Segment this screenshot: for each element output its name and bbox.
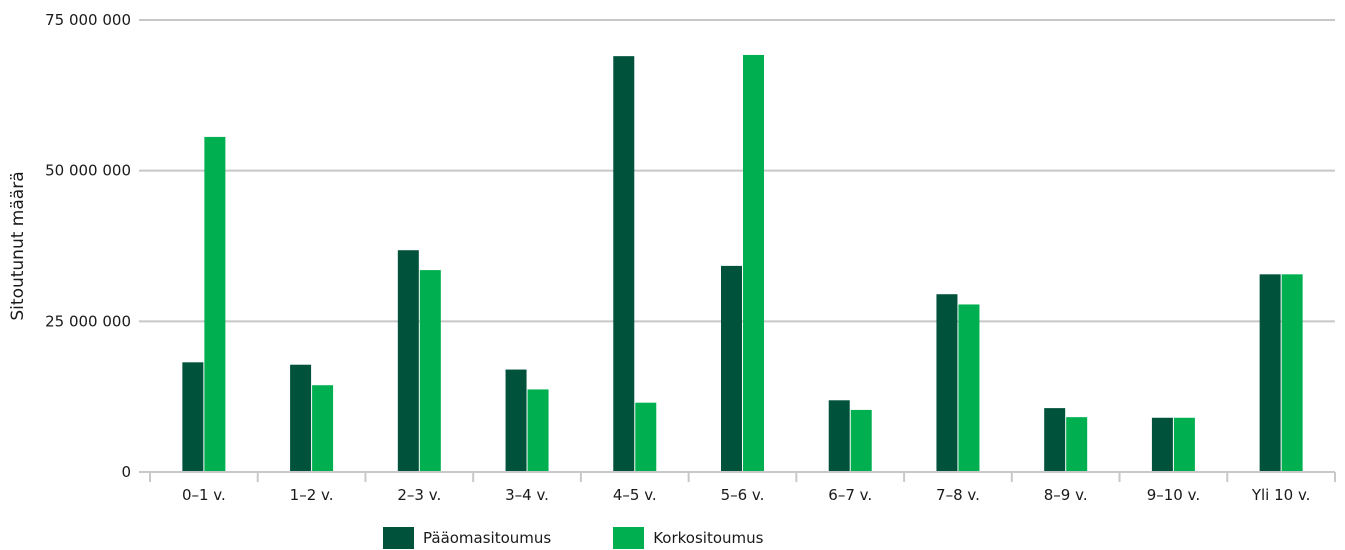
bar-series-1-11	[1259, 274, 1281, 472]
y-tick-label: 0	[121, 463, 131, 481]
bar-series-2-9	[1066, 417, 1088, 472]
x-tick-label: 9–10 v.	[1147, 486, 1200, 504]
bar-series-1-9	[1044, 408, 1066, 472]
bar-series-2-11	[1281, 274, 1303, 472]
bar-series-2-8	[958, 304, 980, 472]
legend-item-series-1: Pääomasitoumus	[383, 527, 551, 549]
x-tick-label: 8–9 v.	[1044, 486, 1088, 504]
bars	[182, 54, 1303, 473]
bar-series-2-6	[743, 54, 764, 473]
bar-series-1-7	[828, 400, 850, 472]
bar-series-1-6	[721, 265, 742, 472]
x-tick-label: Yli 10 v.	[1251, 486, 1311, 504]
x-axis: 0–1 v. 1–2 v. 2–3 v. 3–4 v. 4–5 v. 5–6 v. 6–7 …	[149, 471, 1336, 504]
bar-series-2-1	[204, 136, 226, 472]
bar-series-1-8	[936, 294, 958, 472]
bar-series-2-3	[419, 270, 441, 472]
x-tick-label: 6–7 v.	[828, 486, 872, 504]
x-tick-label: 0–1 v.	[182, 486, 226, 504]
y-tick-label: 50 000 000	[45, 162, 131, 180]
legend-swatch-series-1	[383, 527, 414, 549]
x-tick-label: 7–8 v.	[936, 486, 980, 504]
bar-series-2-7	[850, 409, 872, 472]
x-tick-label: 4–5 v.	[613, 486, 657, 504]
bar-series-2-2	[312, 385, 334, 472]
bar-series-2-10	[1173, 417, 1195, 472]
y-tick-label: 25 000 000	[45, 312, 131, 330]
x-tick-label: 2–3 v.	[397, 486, 441, 504]
x-tick-label: 1–2 v.	[290, 486, 334, 504]
bar-series-1-1	[182, 362, 204, 472]
bar-series-1-2	[290, 364, 312, 472]
bar-series-2-4	[527, 389, 549, 472]
legend-swatch-series-2	[613, 527, 645, 549]
y-axis: 0 25 000 000 50 000 000 75 000 000	[45, 11, 131, 481]
y-axis-title: Sitoutunut määrä	[8, 171, 28, 320]
legend-item-series-2: Korkositoumus	[613, 527, 763, 549]
legend-label-series-1: Pääomasitoumus	[423, 529, 552, 547]
legend: Pääomasitoumus Korkositoumus	[383, 526, 825, 550]
bar-series-1-4	[505, 369, 527, 472]
bar-series-1-3	[397, 250, 419, 472]
bar-series-1-10	[1151, 417, 1173, 472]
legend-label-series-2: Korkositoumus	[653, 529, 764, 547]
y-tick-label: 75 000 000	[45, 11, 131, 29]
x-tick-label: 5–6 v.	[721, 486, 765, 504]
bar-series-2-5	[635, 402, 657, 472]
x-tick-label: 3–4 v.	[505, 486, 549, 504]
bar-series-1-5	[613, 56, 635, 472]
